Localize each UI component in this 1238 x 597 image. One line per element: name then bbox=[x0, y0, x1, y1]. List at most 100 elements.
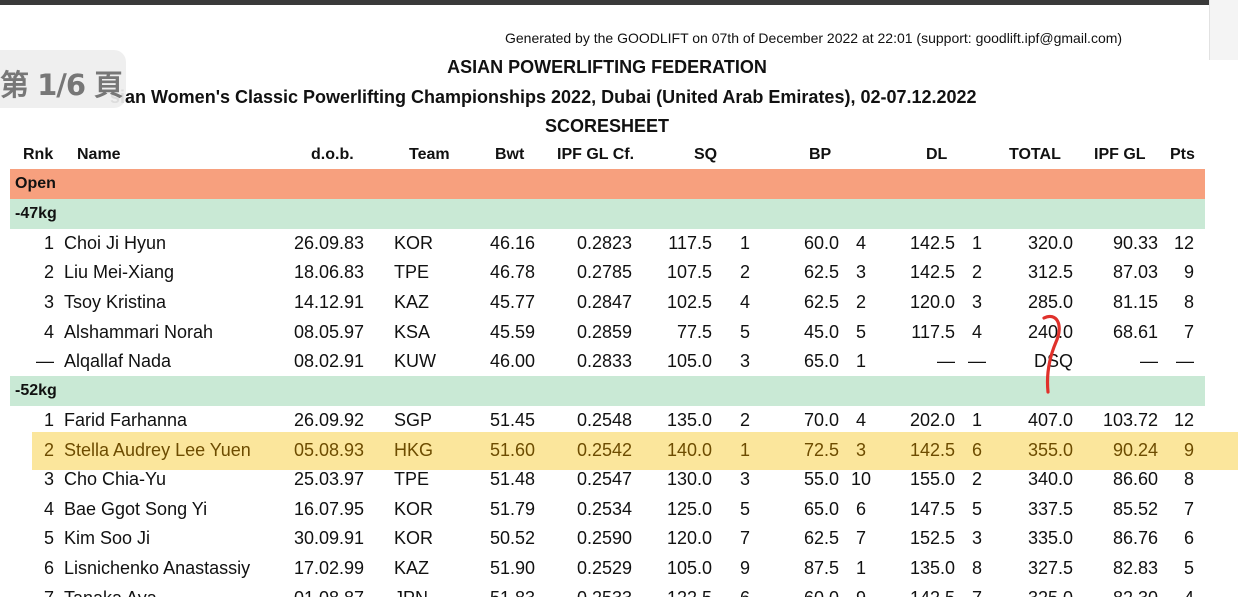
cell-dl: 142.5 bbox=[909, 440, 955, 460]
cell-ipf-gl-cf: 0.2833 bbox=[576, 351, 632, 371]
cell-bwt: 45.77 bbox=[489, 292, 535, 312]
cell-dl: 142.5 bbox=[909, 262, 955, 282]
cell-ipf-gl: 90.24 bbox=[1112, 440, 1158, 460]
cell-bwt: 51.90 bbox=[489, 558, 535, 578]
cell-ipf-gl: 68.61 bbox=[1112, 322, 1158, 342]
cell-dob: 08.05.97 bbox=[294, 322, 365, 342]
cell-rank: 4 bbox=[43, 499, 54, 519]
cell-ipf-gl: — bbox=[1140, 351, 1158, 371]
cell-sq: 140.0 bbox=[666, 440, 712, 460]
cell-dl: 152.5 bbox=[909, 528, 955, 548]
cell-dl-place: 1 bbox=[971, 410, 982, 430]
cell-name: Bae Ggot Song Yi bbox=[64, 499, 208, 519]
cell-bp-place: 3 bbox=[855, 262, 866, 282]
cell-rank: 3 bbox=[43, 292, 54, 312]
cell-bwt: 51.45 bbox=[489, 410, 535, 430]
cell-dl: 147.5 bbox=[909, 499, 955, 519]
cell-team: KAZ bbox=[394, 558, 430, 578]
weight-class-band-47: -47kg bbox=[10, 199, 1205, 229]
cell-name: Stella Audrey Lee Yuen bbox=[64, 440, 251, 460]
page-indicator-badge: 第 1/6 頁 bbox=[0, 50, 126, 108]
cell-ipf-gl-cf: 0.2529 bbox=[576, 558, 632, 578]
weight-class-label: -52kg bbox=[15, 382, 57, 399]
cell-pts: 8 bbox=[1183, 469, 1194, 489]
header-team: Team bbox=[409, 146, 450, 163]
cell-dob: 17.02.99 bbox=[294, 558, 365, 578]
cell-sq: 122.5 bbox=[660, 587, 712, 597]
cell-name: Farid Farhanna bbox=[64, 410, 188, 430]
cell-dl-place: 6 bbox=[971, 440, 982, 460]
cell-rank: 7 bbox=[34, 587, 54, 597]
cell-ipf-gl: 87.03 bbox=[1112, 262, 1158, 282]
cell-ipf-gl: 90.33 bbox=[1112, 233, 1158, 253]
cell-dl: — bbox=[937, 351, 955, 371]
cell-team: KOR bbox=[394, 528, 434, 548]
cell-total: DSQ bbox=[1033, 351, 1073, 371]
cell-dl-place: 3 bbox=[971, 292, 982, 312]
cell-bp: 62.5 bbox=[803, 528, 839, 548]
cell-total: 325.0 bbox=[1010, 587, 1073, 597]
cell-sq-place: 3 bbox=[739, 469, 750, 489]
cell-bp: 60.0 bbox=[803, 233, 839, 253]
cell-name: Alqallaf Nada bbox=[64, 351, 172, 371]
cell-bwt: 51.83 bbox=[470, 587, 535, 597]
cell-ipf-gl-cf: 0.2847 bbox=[576, 292, 632, 312]
cell-rank: 2 bbox=[43, 262, 54, 282]
cell-pts: 5 bbox=[1183, 558, 1194, 578]
cell-bwt: 46.78 bbox=[489, 262, 535, 282]
cell-sq-place: 6 bbox=[734, 587, 756, 597]
cell-ipf-gl: 86.60 bbox=[1112, 469, 1158, 489]
cell-dl-place: 3 bbox=[971, 528, 982, 548]
cell-dl: 202.0 bbox=[909, 410, 955, 430]
cell-bp-place: 9 bbox=[849, 587, 873, 597]
cell-ipf-gl-cf: 0.2534 bbox=[576, 499, 632, 519]
cell-dob: 05.08.93 bbox=[294, 440, 365, 460]
cell-rank: 3 bbox=[43, 469, 54, 489]
cell-total: 337.5 bbox=[1027, 499, 1073, 519]
cell-sq-place: 4 bbox=[739, 292, 750, 312]
cell-pts: 7 bbox=[1183, 322, 1194, 342]
cell-name: Lisnichenko Anastassiy bbox=[64, 558, 251, 578]
cell-dl-place: 5 bbox=[971, 499, 982, 519]
cell-dob: 26.09.83 bbox=[294, 233, 365, 253]
cell-sq-place: 1 bbox=[739, 440, 750, 460]
cell-pts: 8 bbox=[1183, 292, 1194, 312]
cell-pts: 7 bbox=[1183, 499, 1194, 519]
cell-ipf-gl: 86.76 bbox=[1112, 528, 1158, 548]
cell-dl: 155.0 bbox=[909, 469, 955, 489]
cell-ipf-gl: 82.30 bbox=[1085, 587, 1158, 597]
cell-sq: 117.5 bbox=[668, 233, 712, 253]
header-bwt: Bwt bbox=[495, 146, 525, 163]
cell-sq-place: 2 bbox=[739, 410, 750, 430]
cell-bwt: 51.79 bbox=[489, 499, 535, 519]
cell-total: 407.0 bbox=[1027, 410, 1073, 430]
cell-dl: 142.5 bbox=[909, 233, 955, 253]
cell-dob: 26.09.92 bbox=[294, 410, 365, 430]
cell-bp: 87.5 bbox=[803, 558, 839, 578]
cell-sq-place: 7 bbox=[739, 528, 750, 548]
cell-ipf-gl-cf: 0.2590 bbox=[576, 528, 632, 548]
division-label: Open bbox=[15, 175, 56, 192]
cell-sq-place: 5 bbox=[739, 499, 750, 519]
cell-dl-place: 2 bbox=[971, 262, 982, 282]
cell-bp-place: 3 bbox=[855, 440, 866, 460]
cell-bwt: 50.52 bbox=[489, 528, 535, 548]
cell-ipf-gl: 103.72 bbox=[1102, 410, 1158, 430]
cell-pts: 12 bbox=[1173, 233, 1194, 253]
weight-class-band-52: -52kg bbox=[10, 376, 1205, 406]
cell-bp: 45.0 bbox=[803, 322, 839, 342]
cell-bp: 65.0 bbox=[803, 499, 839, 519]
cell-bp-place: 5 bbox=[855, 322, 866, 342]
cell-sq: 105.0 bbox=[666, 558, 712, 578]
cell-bp-place: 10 bbox=[850, 469, 872, 489]
cell-rank: — bbox=[36, 351, 54, 371]
cell-sq-place: 1 bbox=[739, 233, 750, 253]
cell-ipf-gl: 81.15 bbox=[1112, 292, 1158, 312]
cell-ipf-gl-cf: 0.2547 bbox=[576, 469, 632, 489]
cell-bwt: 51.60 bbox=[489, 440, 535, 460]
cell-sq-place: 9 bbox=[739, 558, 750, 578]
cell-ipf-gl-cf: 0.2823 bbox=[576, 233, 632, 253]
cell-bp: 65.0 bbox=[803, 351, 839, 371]
cell-sq-place: 2 bbox=[739, 262, 750, 282]
cell-dob: 01.08.87 bbox=[294, 587, 384, 597]
